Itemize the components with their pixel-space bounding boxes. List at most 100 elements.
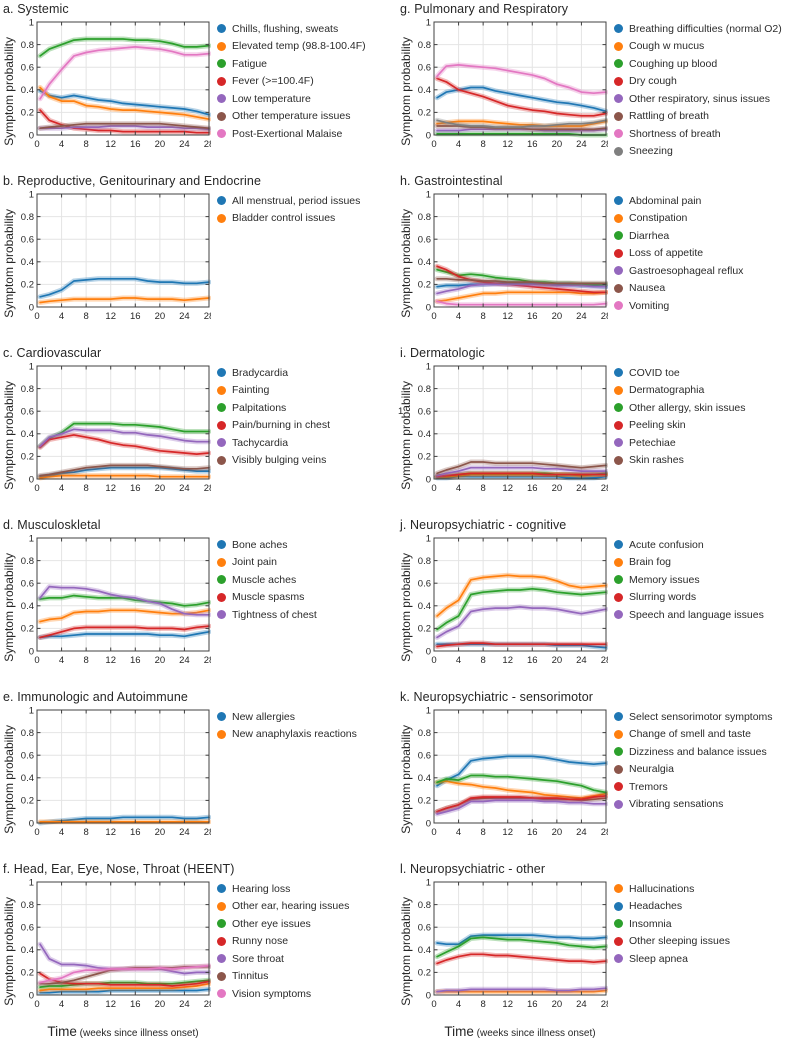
legend-item: Gastroesophageal reflux — [614, 262, 743, 280]
y-axis-label: Symptom probability — [1, 208, 16, 318]
y-tick-label: 0.8 — [418, 212, 431, 223]
legend-item: Other ear, hearing issues — [217, 898, 349, 916]
legend-label: Runny nose — [232, 935, 289, 948]
legend-label: Slurring words — [629, 591, 697, 604]
legend: Chills, flushing, sweats Elevated temp (9… — [217, 18, 366, 143]
x-tick-label: 20 — [552, 311, 563, 322]
y-axis-label: Symptom probability — [398, 896, 413, 1006]
y-tick-label: 0.2 — [21, 968, 34, 979]
x-tick-label: 8 — [83, 999, 88, 1010]
x-tick-label: 8 — [83, 311, 88, 322]
y-axis-label-wrap: Symptom probability — [397, 534, 414, 680]
legend-swatch — [614, 936, 623, 946]
x-tick-label: 4 — [59, 311, 64, 322]
legend-swatch — [217, 59, 226, 69]
legend-item: Coughing up blood — [614, 55, 782, 73]
y-tick-label: 0.6 — [418, 63, 431, 74]
legend-item: Select sensorimotor symptoms — [614, 708, 773, 726]
legend-label: Other allergy, skin issues — [629, 401, 746, 414]
legend-label: Joint pain — [232, 556, 277, 569]
series-line — [436, 795, 607, 813]
legend-item: Sore throat — [217, 950, 349, 968]
x-tick-label: 16 — [527, 139, 538, 150]
legend-swatch — [614, 884, 623, 894]
legend-label: Headaches — [629, 900, 683, 913]
plot-l: 0 4 8 12 16 20 24 28 0 0.2 0.4 0.6 0.8 1 — [418, 878, 608, 1010]
series-line — [39, 86, 210, 121]
x-tick-label: 24 — [576, 999, 587, 1010]
y-tick-label: 0.4 — [418, 601, 431, 612]
y-axis-label-wrap: Symptom probability — [0, 878, 17, 1024]
legend-item: Bradycardia — [217, 364, 330, 382]
legend-swatch — [217, 901, 226, 911]
legend-swatch — [614, 41, 623, 51]
legend-item: Chills, flushing, sweats — [217, 20, 366, 38]
legend-swatch — [217, 76, 226, 86]
series-line — [436, 291, 607, 303]
y-tick-label: 0.4 — [21, 601, 34, 612]
x-tick-label: 20 — [552, 655, 563, 666]
legend-item: New anaphylaxis reactions — [217, 726, 357, 744]
legend-label: Coughing up blood — [629, 57, 718, 70]
legend-label: Low temperature — [232, 92, 311, 105]
legend: Bone aches Joint pain Muscle aches Muscle s… — [217, 534, 317, 624]
panel-body: Symptom probability048121620242800.20.40… — [397, 534, 794, 680]
series-line — [39, 816, 210, 824]
y-tick-label: 0.2 — [418, 796, 431, 807]
y-tick-label: 0.8 — [418, 384, 431, 395]
legend-item: Visibly bulging veins — [217, 452, 330, 470]
plot-j: 0 4 8 12 16 20 24 28 0 0.2 0.4 0.6 0.8 1 — [418, 534, 608, 666]
y-tick-label: 0.4 — [21, 429, 34, 440]
series-line — [436, 934, 607, 946]
series-line — [436, 755, 607, 787]
x-tick-label: 4 — [456, 655, 461, 666]
panel-title: c. Cardiovascular — [3, 346, 102, 360]
y-tick-label: 0 — [426, 302, 431, 313]
series-line — [436, 953, 607, 965]
plot-i: 0 4 8 12 16 20 24 28 0 0.2 0.4 0.6 0.8 1 — [418, 362, 608, 494]
legend-swatch — [614, 129, 623, 139]
legend-swatch — [614, 557, 623, 567]
legend-item: Acute confusion — [614, 536, 764, 554]
legend-swatch — [614, 76, 623, 86]
y-tick-label: 0 — [29, 646, 34, 657]
plot-a: 0 4 8 12 16 20 24 28 0 0.2 0.4 0.6 0.8 1 — [21, 18, 211, 150]
y-tick-label: 1 — [29, 534, 34, 544]
x-tick-label: 8 — [83, 827, 88, 838]
series-line — [39, 594, 210, 607]
x-tick-label: 28 — [601, 999, 608, 1010]
axes-box — [36, 537, 210, 652]
legend-label: Neuralgia — [629, 763, 674, 776]
legend-label: Diarrhea — [629, 229, 670, 242]
legend-item: Diarrhea — [614, 227, 743, 245]
y-tick-label: 0.8 — [418, 900, 431, 911]
legend-swatch — [217, 954, 226, 964]
legend-label: Brain fog — [629, 556, 672, 569]
legend-swatch — [217, 111, 226, 121]
x-tick-label: 24 — [576, 483, 587, 494]
legend-swatch — [614, 213, 623, 223]
legend-swatch — [217, 557, 226, 567]
legend-label: Gastroesophageal reflux — [629, 264, 744, 277]
x-tick-label: 16 — [527, 655, 538, 666]
panel-c: c. Cardiovascular Symptom probability 0 4 8 1… — [0, 344, 397, 516]
x-tick-label: 4 — [59, 483, 64, 494]
legend-label: Elevated temp (98.8-100.4F) — [232, 40, 366, 53]
y-tick-label: 0.8 — [21, 728, 34, 739]
y-tick-label: 0.2 — [418, 968, 431, 979]
x-tick-label: 24 — [576, 827, 587, 838]
legend-label: Post-Exertional Malaise — [232, 127, 343, 140]
y-tick-label: 1 — [426, 190, 431, 200]
legend-item: Fatigue — [217, 55, 366, 73]
y-tick-label: 0 — [29, 818, 34, 829]
y-axis-label-wrap: Symptom probability — [0, 534, 17, 680]
y-tick-label: 0.6 — [418, 751, 431, 762]
legend-item: Dizziness and balance issues — [614, 743, 773, 761]
y-tick-label: 0.2 — [418, 452, 431, 463]
series-line — [39, 630, 210, 639]
x-tick-label: 0 — [34, 311, 39, 322]
panel-title: f. Head, Ear, Eye, Nose, Throat (HEENT) — [3, 862, 235, 876]
legend-swatch — [217, 610, 226, 620]
legend-item: Vision symptoms — [217, 985, 349, 1003]
